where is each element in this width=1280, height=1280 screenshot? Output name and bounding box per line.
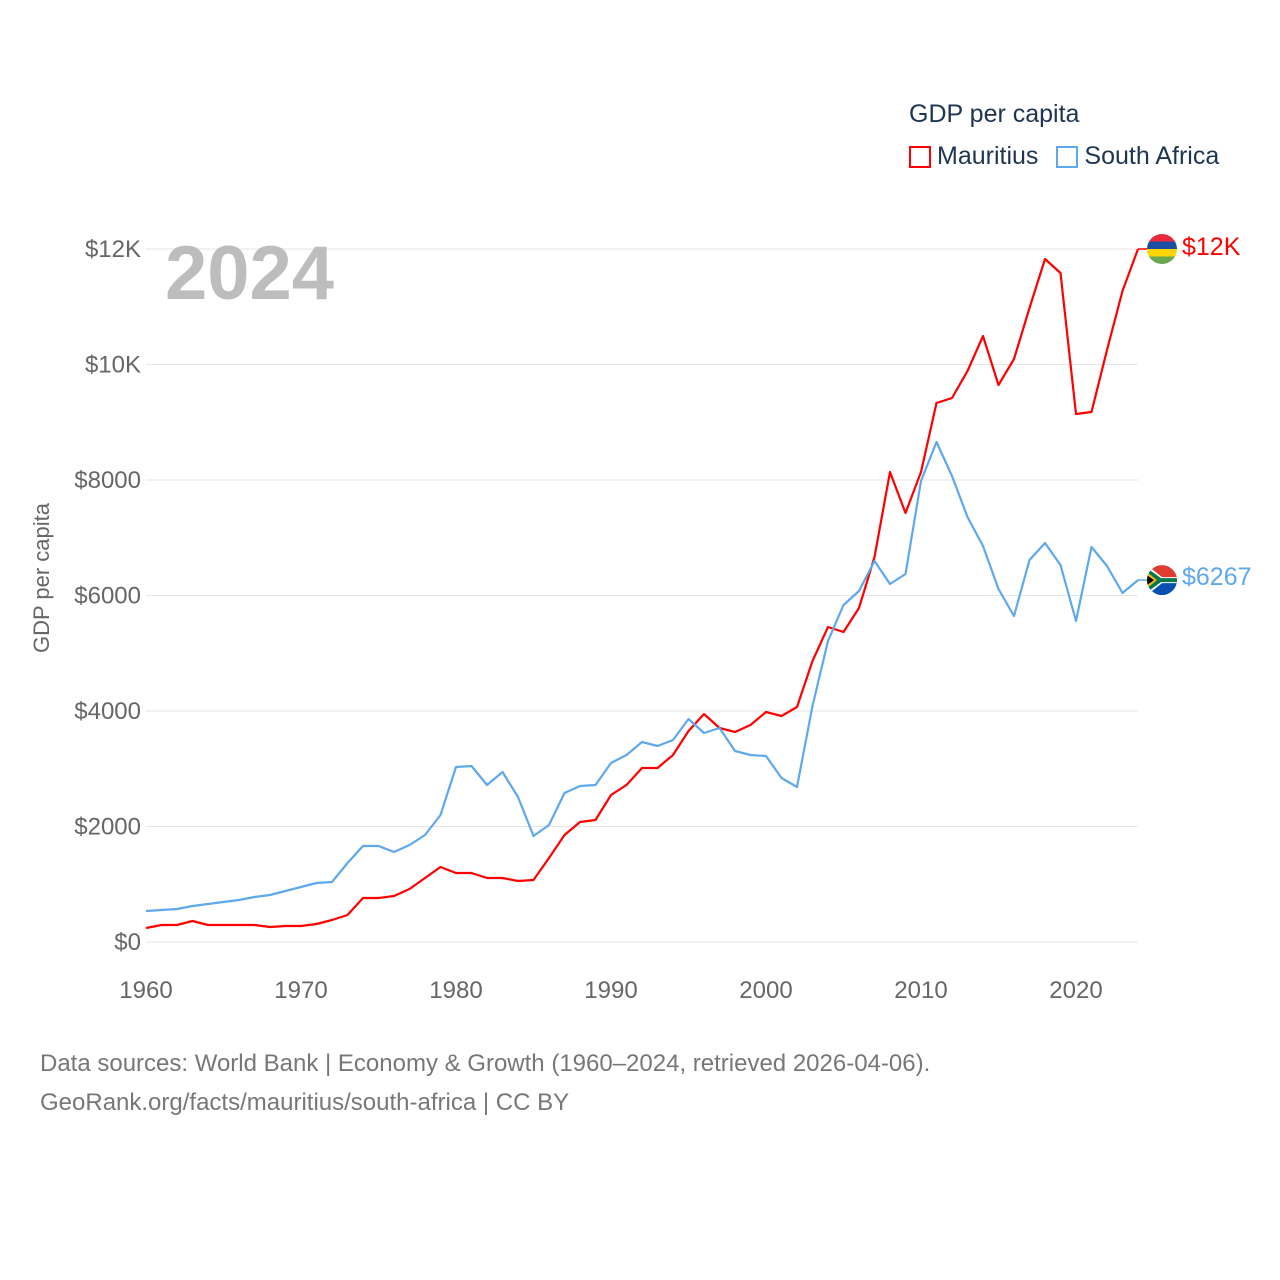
legend-item-south-africa[interactable]: South Africa xyxy=(1056,142,1219,171)
y-tick-label: $8000 xyxy=(74,467,141,494)
y-tick-label: $10K xyxy=(85,352,141,379)
end-label-south-africa: $6267 xyxy=(1182,563,1252,591)
year-label: 2024 xyxy=(165,231,335,316)
south-africa-flag-icon xyxy=(1147,565,1177,596)
legend-item-mauritius[interactable]: Mauritius xyxy=(909,142,1038,171)
y-tick-label: $6000 xyxy=(74,583,141,610)
legend-label: Mauritius xyxy=(937,142,1039,170)
source-link[interactable]: GeoRank.org/facts/mauritius/south-africa… xyxy=(40,1089,570,1116)
source-footer: Data sources: World Bank | Economy & Gro… xyxy=(40,1044,930,1122)
series-line-south-africa xyxy=(145,440,1139,913)
legend: Mauritius South Africa xyxy=(909,142,1219,171)
y-axis-label: GDP per capita xyxy=(29,502,54,654)
legend-title: GDP per capita xyxy=(909,100,1080,128)
source-line: Data sources: World Bank | Economy & Gro… xyxy=(40,1050,931,1077)
x-tick-label: 1990 xyxy=(584,977,637,1004)
y-tick-label: $12K xyxy=(85,236,141,263)
x-tick-label: 2020 xyxy=(1049,977,1102,1004)
y-tick-label: $4000 xyxy=(74,698,141,725)
x-tick-label: 2010 xyxy=(894,977,947,1004)
legend-swatch xyxy=(909,145,931,168)
series-line-mauritius xyxy=(145,248,1140,930)
x-tick-label: 1980 xyxy=(429,977,482,1004)
x-tick-label: 1960 xyxy=(119,977,172,1004)
legend-label: South Africa xyxy=(1084,142,1220,170)
mauritius-flag-icon xyxy=(1147,234,1177,264)
end-label-mauritius: $12K xyxy=(1182,233,1241,261)
y-tick-label: $0 xyxy=(114,929,141,956)
legend-swatch xyxy=(1056,145,1079,168)
y-tick-label: $2000 xyxy=(74,814,141,841)
x-tick-label: 1970 xyxy=(274,977,327,1004)
x-tick-label: 2000 xyxy=(739,977,792,1004)
